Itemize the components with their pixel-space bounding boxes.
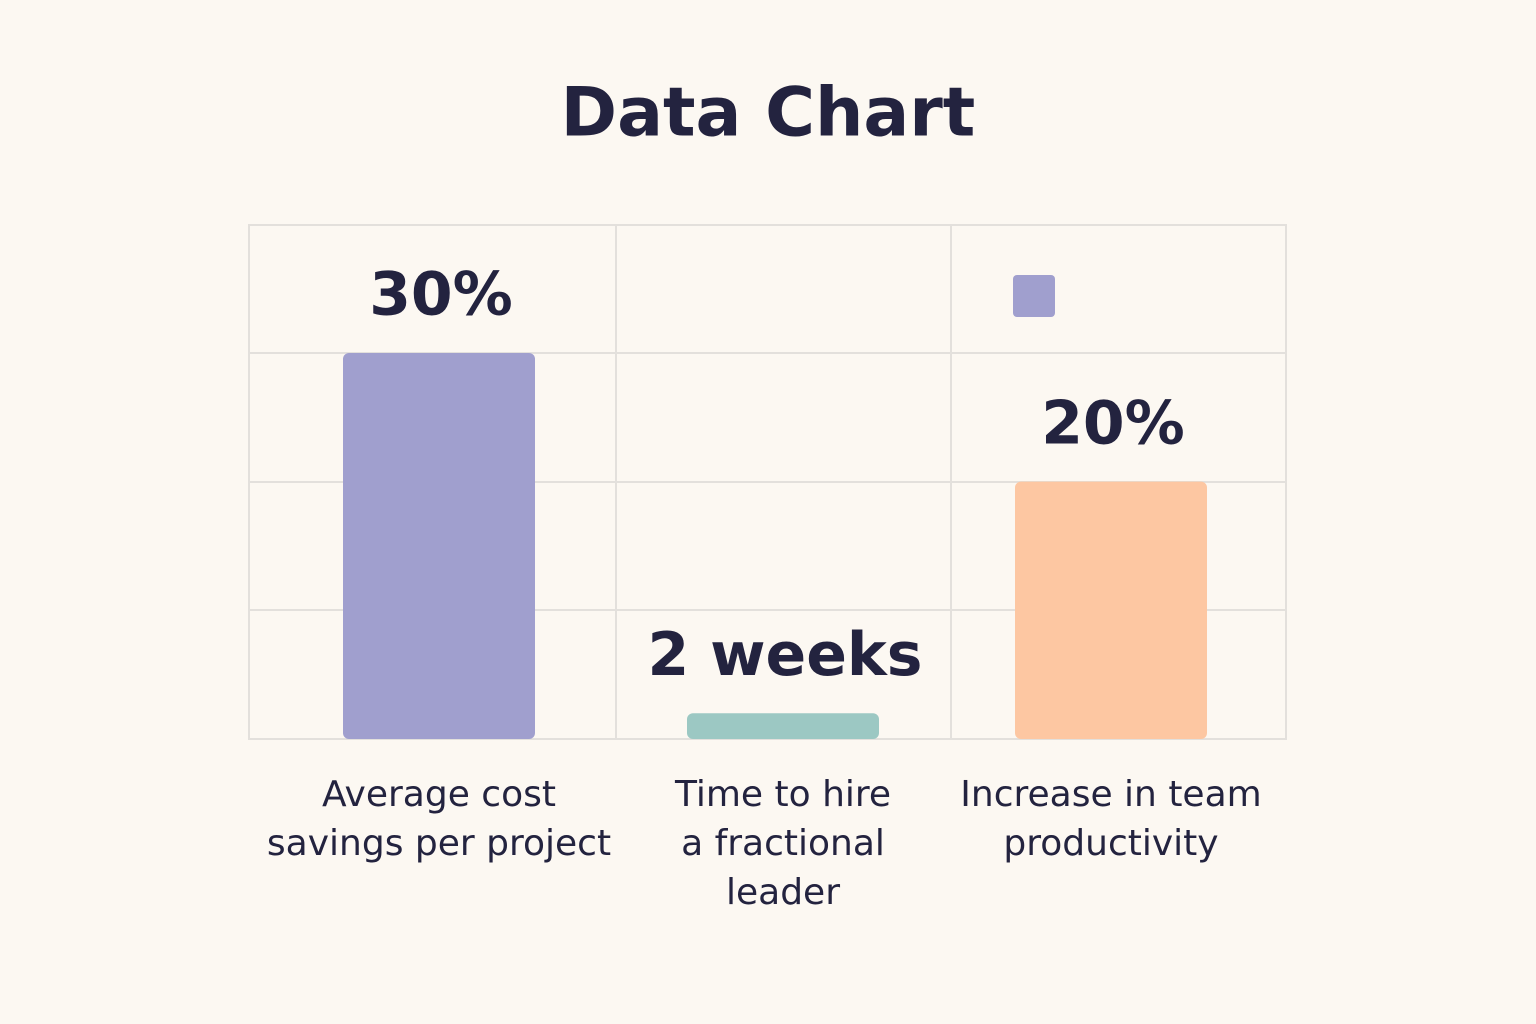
category-label: Average cost savings per project [266, 774, 612, 864]
category-label: Time to hire a fractional leader [674, 774, 892, 913]
value-label: 30% [369, 260, 513, 330]
value-label: 2 weeks [647, 620, 922, 690]
bar [343, 353, 535, 739]
legend-swatch [1013, 275, 1055, 317]
value-label: 20% [1041, 388, 1185, 458]
category-label: Increase in team productivity [960, 774, 1262, 864]
bar [1015, 481, 1207, 739]
chart-title: Data Chart [561, 74, 976, 153]
bar [687, 713, 879, 739]
